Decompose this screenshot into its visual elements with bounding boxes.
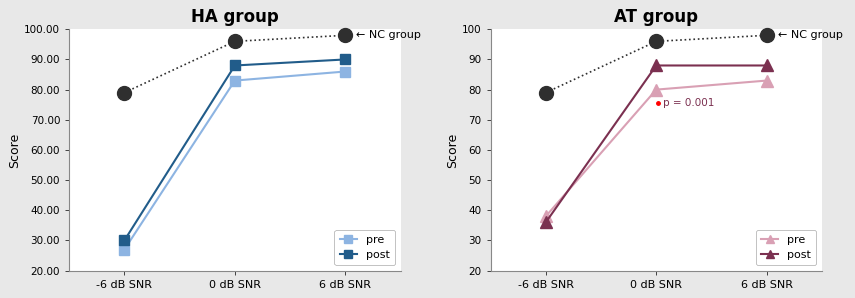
Title: AT group: AT group	[614, 8, 699, 26]
Legend: pre, post: pre, post	[334, 229, 395, 265]
Text: ← NC group: ← NC group	[357, 30, 422, 40]
Y-axis label: Score: Score	[9, 132, 21, 167]
Text: ← NC group: ← NC group	[778, 30, 843, 40]
Legend: pre, post: pre, post	[756, 229, 817, 265]
Text: p = 0.001: p = 0.001	[663, 98, 714, 108]
Title: HA group: HA group	[191, 8, 279, 26]
Y-axis label: Score: Score	[446, 132, 459, 167]
